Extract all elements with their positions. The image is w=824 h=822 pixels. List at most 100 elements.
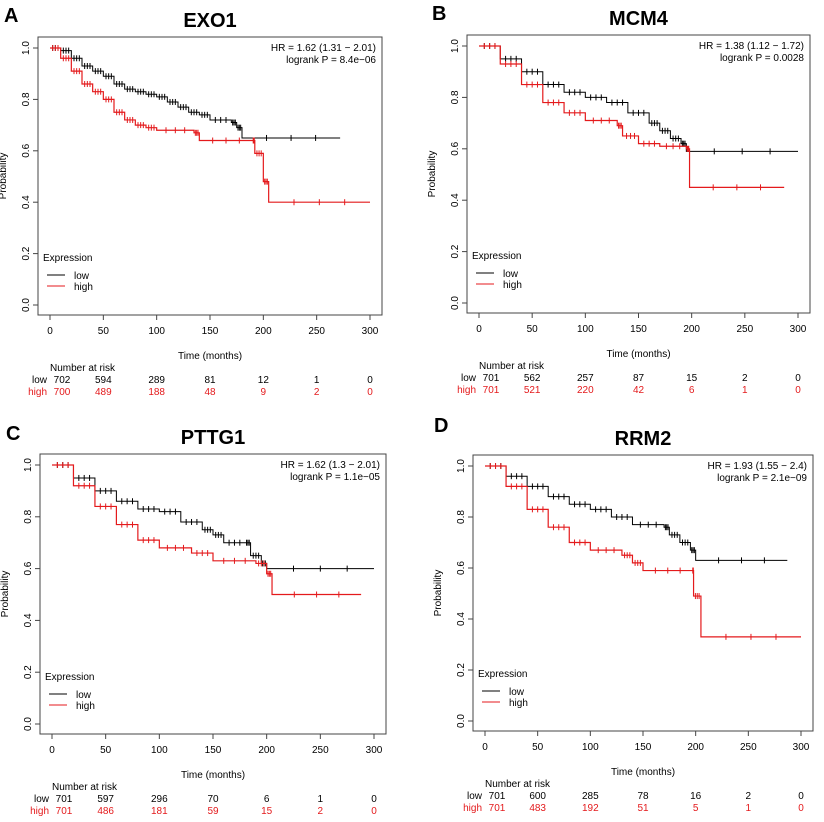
risk-count-low: 81 <box>204 375 216 386</box>
risk-count-high: 521 <box>524 385 541 396</box>
y-axis-label: Probability <box>427 151 438 198</box>
risk-count-high: 2 <box>314 387 320 398</box>
km-panel-a: A EXO1 HR = 1.62 (1.31 − 2.01)logrank P = … <box>0 5 383 398</box>
x-tick-label: 300 <box>793 742 810 753</box>
risk-count-low: 1 <box>318 794 324 805</box>
y-tick-label: 0.2 <box>450 244 461 258</box>
x-tick-label: 200 <box>687 742 704 753</box>
x-tick-label: 50 <box>527 324 539 335</box>
x-tick-label: 300 <box>362 326 379 337</box>
logrank-p-label: logrank P = 0.0028 <box>720 53 804 64</box>
risk-table-heading: Number at risk <box>50 363 116 374</box>
risk-count-high: 1 <box>746 803 752 814</box>
x-axis-label: Time (months) <box>606 349 670 360</box>
x-tick-label: 200 <box>683 324 700 335</box>
legend-entry-low: low <box>74 271 90 282</box>
y-tick-label: 0.8 <box>456 510 467 524</box>
x-tick-label: 150 <box>202 326 219 337</box>
risk-count-low: 15 <box>686 373 698 384</box>
x-tick-label: 300 <box>790 324 807 335</box>
risk-count-high: 6 <box>689 385 695 396</box>
legend-title: Expression <box>45 672 94 683</box>
risk-count-low: 289 <box>148 375 165 386</box>
x-tick-label: 50 <box>532 742 544 753</box>
legend-entry-high: high <box>74 282 93 293</box>
chart-title: EXO1 <box>183 10 236 32</box>
x-tick-label: 50 <box>98 326 110 337</box>
x-tick-label: 300 <box>366 745 383 756</box>
risk-count-low: 70 <box>207 794 219 805</box>
risk-count-high: 1 <box>742 385 748 396</box>
risk-count-high: 188 <box>148 387 165 398</box>
risk-count-high: 5 <box>693 803 699 814</box>
risk-row-label-low: low <box>34 794 50 805</box>
risk-count-high: 701 <box>56 806 73 817</box>
risk-count-low: 0 <box>371 794 377 805</box>
risk-count-low: 0 <box>798 791 804 802</box>
logrank-p-label: logrank P = 8.4e−06 <box>286 55 376 66</box>
x-tick-label: 200 <box>258 745 275 756</box>
y-axis-label: Probability <box>0 571 11 618</box>
risk-count-low: 12 <box>258 375 270 386</box>
risk-count-low: 1 <box>314 375 320 386</box>
y-tick-label: 0.2 <box>21 246 32 260</box>
x-axis-label: Time (months) <box>611 767 675 778</box>
y-tick-label: 0.0 <box>450 296 461 310</box>
legend-entry-low: low <box>509 687 525 698</box>
risk-count-high: 0 <box>798 803 804 814</box>
chart-title: MCM4 <box>609 8 669 30</box>
km-panel-b: B MCM4 HR = 1.38 (1.12 − 1.72)logrank P = … <box>427 3 811 396</box>
plot-frame <box>37 36 383 316</box>
hazard-ratio-label: HR = 1.62 (1.3 − 2.01) <box>280 460 380 471</box>
x-tick-label: 0 <box>47 326 53 337</box>
risk-row-label-low: low <box>461 373 477 384</box>
risk-count-low: 594 <box>95 375 112 386</box>
x-tick-label: 0 <box>49 745 55 756</box>
y-tick-label: 0.2 <box>456 663 467 677</box>
panel-letter: A <box>4 5 18 27</box>
survival-curve-low <box>52 464 374 570</box>
risk-count-low: 78 <box>637 791 649 802</box>
y-axis-label: Probability <box>433 570 444 617</box>
y-tick-label: 0.6 <box>21 143 32 157</box>
x-tick-label: 100 <box>148 326 165 337</box>
y-tick-label: 0.4 <box>456 612 467 626</box>
y-tick-label: 1.0 <box>450 39 461 53</box>
survival-curve-high <box>479 45 785 188</box>
x-tick-label: 50 <box>100 745 112 756</box>
risk-count-high: 220 <box>577 385 594 396</box>
risk-count-high: 2 <box>318 806 324 817</box>
risk-count-low: 702 <box>54 375 71 386</box>
panel-letter: C <box>6 423 20 445</box>
hazard-ratio-label: HR = 1.38 (1.12 − 1.72) <box>699 41 804 52</box>
risk-count-low: 0 <box>795 373 801 384</box>
legend-entry-low: low <box>503 269 519 280</box>
risk-count-high: 51 <box>637 803 649 814</box>
risk-count-low: 562 <box>524 373 541 384</box>
y-tick-label: 0.2 <box>23 665 34 679</box>
y-tick-label: 0.8 <box>23 509 34 523</box>
legend-entry-high: high <box>509 698 528 709</box>
risk-count-low: 701 <box>489 791 506 802</box>
y-tick-label: 0.0 <box>21 298 32 312</box>
risk-count-high: 59 <box>207 806 219 817</box>
risk-count-low: 0 <box>367 375 373 386</box>
risk-row-label-high: high <box>30 806 49 817</box>
risk-row-label-low: low <box>32 375 48 386</box>
x-tick-label: 150 <box>630 324 647 335</box>
x-axis-label: Time (months) <box>178 351 242 362</box>
risk-count-high: 42 <box>633 385 645 396</box>
y-tick-label: 0.6 <box>456 561 467 575</box>
risk-count-high: 0 <box>371 806 377 817</box>
x-axis-label: Time (months) <box>181 770 245 781</box>
risk-count-low: 285 <box>582 791 599 802</box>
risk-count-low: 257 <box>577 373 594 384</box>
risk-count-low: 6 <box>264 794 270 805</box>
risk-count-low: 600 <box>529 791 546 802</box>
risk-count-high: 15 <box>261 806 273 817</box>
x-tick-label: 150 <box>205 745 222 756</box>
risk-count-low: 597 <box>97 794 114 805</box>
risk-count-high: 0 <box>367 387 373 398</box>
logrank-p-label: logrank P = 2.1e−09 <box>717 473 807 484</box>
